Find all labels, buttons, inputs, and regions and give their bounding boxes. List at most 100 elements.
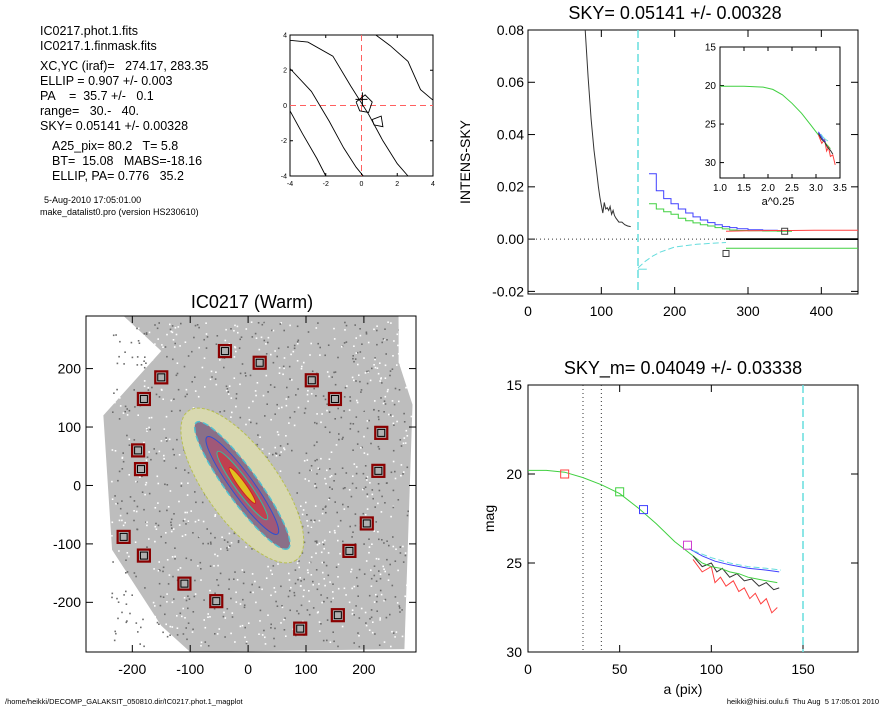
galaxy-body <box>180 407 305 564</box>
info-line: IC0217.phot.1.fits <box>40 24 138 38</box>
x-tick-label: 200 <box>663 303 687 319</box>
mag-series-line <box>692 559 778 614</box>
sky-box <box>252 355 267 370</box>
mag-series-line <box>689 548 780 573</box>
info-line: A25_pix= 80.2 T= 5.8 <box>52 139 179 153</box>
x-tick-label: 100 <box>294 661 318 677</box>
center-cross-marker <box>355 92 368 107</box>
sky-series <box>584 30 858 270</box>
sky-box-inner <box>134 446 143 455</box>
sky-marker <box>781 227 789 235</box>
mag-series-line <box>702 562 778 584</box>
x-tick-label: -4 <box>287 181 293 188</box>
sky-box <box>330 608 345 623</box>
sky-box-inner <box>255 358 264 367</box>
mag-profile-plot-frame <box>527 384 859 653</box>
sky-box <box>371 463 386 478</box>
sky-box-inner <box>180 579 189 588</box>
x-tick-label: 0 <box>360 181 364 188</box>
sky-box <box>116 529 131 544</box>
info-line: ELLIP = 0.907 +/- 0.003 <box>40 74 173 88</box>
sky-box-inner <box>377 428 386 437</box>
x-tick-label: 200 <box>352 661 376 677</box>
blank-corner <box>398 316 416 416</box>
contour-line <box>289 110 327 177</box>
sky-inset-plot-frame <box>719 46 841 179</box>
info-block: IC0217.phot.1.fits IC0217.1.finmask.fits… <box>40 24 209 218</box>
x-tick-label: 50 <box>612 661 628 677</box>
sky-inset-series <box>817 133 834 155</box>
x-tick-label: 400 <box>810 303 834 319</box>
x-tick-label: 4 <box>431 181 435 188</box>
x-tick-label: 0 <box>524 303 532 319</box>
y-tick-label: 0 <box>73 477 81 493</box>
x-tick-label: -2 <box>323 181 329 188</box>
y-tick-label: 0 <box>283 103 287 110</box>
sky-box-inner <box>345 546 354 555</box>
timestamp: 5-Aug-2010 17:05:01.00 <box>44 195 142 205</box>
contour-line <box>355 94 373 114</box>
y-tick-label: 20 <box>506 466 522 482</box>
y-tick-label: 20 <box>705 81 717 92</box>
mag-xlabel: a (pix) <box>664 681 703 697</box>
sky-box-inner <box>157 373 166 382</box>
mag-ylabel: mag <box>481 505 497 532</box>
y-tick-label: 4 <box>283 32 287 39</box>
program-version: make_datalist0.pro (version HS230610) <box>40 207 199 217</box>
sky-profile-plot: 0 100 200 300 400 -0.02 0.00 0.02 0.04 0.06 0.08 SK… <box>457 3 859 319</box>
sky-profile-plot-frame <box>527 29 859 295</box>
mag-series-line <box>692 550 782 571</box>
y-tick-label: 25 <box>506 555 522 571</box>
info-line: XC,YC (iraf)= 274.17, 283.35 <box>40 59 209 73</box>
contour-line <box>371 115 384 128</box>
sky-series-line <box>649 173 792 231</box>
sky-box-inner <box>374 466 383 475</box>
sky-box-inner <box>137 465 145 474</box>
x-tick-label: 3.5 <box>833 183 847 194</box>
mag-marker <box>639 505 648 515</box>
y-tick-label: 2 <box>283 68 287 75</box>
x-tick-label: 0 <box>524 661 532 677</box>
y-tick-label: 15 <box>705 43 717 54</box>
x-tick-label: 100 <box>590 303 614 319</box>
contour-line <box>289 39 409 177</box>
sky-box <box>131 443 146 458</box>
sky-box-inner <box>220 347 229 356</box>
mag-marker <box>560 469 570 479</box>
y-tick-label: 200 <box>58 360 82 376</box>
info-line: range= 30.- 40. <box>40 104 140 118</box>
sky-box <box>217 343 233 359</box>
y-tick-label: 0.08 <box>497 22 524 38</box>
sky-inset-plot: 1.0 1.5 2.0 2.5 3.0 3.5 15 20 25 30 a^0.25 <box>705 43 848 209</box>
y-tick-label: -0.02 <box>492 283 524 299</box>
x-tick-label: 2.0 <box>761 183 775 194</box>
galaxy-axes-frame <box>85 315 417 653</box>
info-line: SKY= 0.05141 +/- 0.00328 <box>40 119 189 133</box>
x-tick-label: 150 <box>791 661 815 677</box>
sky-box <box>177 576 192 591</box>
contour-line <box>289 68 364 177</box>
y-tick-label: -200 <box>53 594 81 610</box>
sky-inset-series <box>817 131 826 143</box>
sky-ylabel: INTENS-SKY <box>457 119 473 204</box>
sky-box <box>209 594 224 609</box>
x-tick-label: 300 <box>736 303 760 319</box>
sky-box-inner <box>362 519 371 528</box>
footer-path: /home/heikki/DECOMP_GALAKSIT_050810.dir/… <box>5 697 243 706</box>
y-tick-label: 25 <box>705 120 717 131</box>
x-tick-label: 1.0 <box>713 183 727 194</box>
x-tick-label: -100 <box>176 661 204 677</box>
mag-series-line <box>528 469 703 564</box>
sky-series-line <box>725 229 858 232</box>
sky-box-inner <box>296 624 305 633</box>
y-tick-label: -4 <box>281 173 287 180</box>
info-line: BT= 15.08 MABS=-18.16 <box>52 154 203 168</box>
contour-plot: -4 -2 0 2 4 -4 -2 0 2 4 <box>281 32 435 188</box>
galaxy-axes: -200 -100 0 100 200 -200 -100 0 100 200 <box>53 315 417 677</box>
mag-marker <box>683 540 692 550</box>
footer-user: heikki@hiisi.oulu.fi Thu Aug 5 17:05:01 … <box>726 697 879 706</box>
info-line: IC0217.1.finmask.fits <box>40 39 157 53</box>
sky-box <box>342 543 357 559</box>
y-tick-label: -2 <box>281 138 287 145</box>
